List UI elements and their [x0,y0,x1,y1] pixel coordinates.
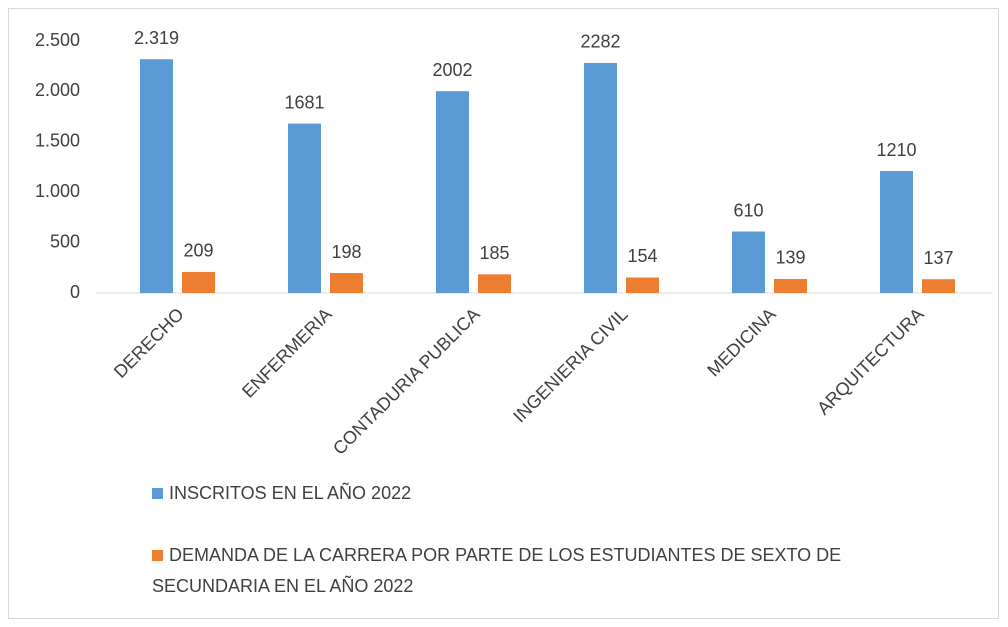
x-tick-label: MEDICINA [703,304,779,380]
data-label: 185 [479,243,509,263]
bar [330,273,363,293]
data-label: 154 [627,246,657,266]
y-tick-label: 500 [50,231,80,251]
data-label: 137 [923,248,953,268]
y-tick-label: 0 [70,282,80,302]
x-tick-label: ARQUITECTURA [813,304,928,419]
bar [732,231,765,293]
legend-label: INSCRITOS EN EL AÑO 2022 [169,483,412,503]
legend-label: DEMANDA DE LA CARRERA POR PARTE DE LOS E… [152,545,842,596]
x-tick-label: INGENIERIA CIVIL [509,304,631,426]
bar [436,91,469,294]
data-label: 1681 [284,92,324,112]
bar [288,123,321,293]
data-label: 209 [183,241,213,261]
chart-frame [8,8,999,619]
bar [626,277,659,293]
data-label: 2282 [580,32,620,52]
legend-entry: DEMANDA DE LA CARRERA POR PARTE DE LOS E… [152,540,932,602]
data-label: 2002 [432,60,472,80]
x-tick-label: CONTADURIA PUBLICA [329,304,484,459]
x-tick-label: ENFERMERIA [238,304,336,402]
legend-entry: INSCRITOS EN EL AÑO 2022 [152,478,932,509]
x-tick-label: DERECHO [110,304,188,382]
data-label: 2.319 [134,28,179,48]
data-label: 198 [331,242,361,262]
bar [478,274,511,293]
y-tick-label: 1.000 [35,181,80,201]
bar [922,279,955,293]
bar [880,171,913,293]
y-tick-label: 2.500 [35,30,80,50]
data-label: 610 [733,200,763,220]
legend-swatch [152,488,163,499]
y-tick-label: 1.500 [35,131,80,151]
y-tick-label: 2.000 [35,80,80,100]
data-label: 1210 [876,140,916,160]
bar [774,278,807,293]
legend-swatch [152,550,163,561]
data-label: 139 [775,248,805,268]
bar [584,62,617,294]
bar [182,271,215,293]
bar [140,59,173,294]
